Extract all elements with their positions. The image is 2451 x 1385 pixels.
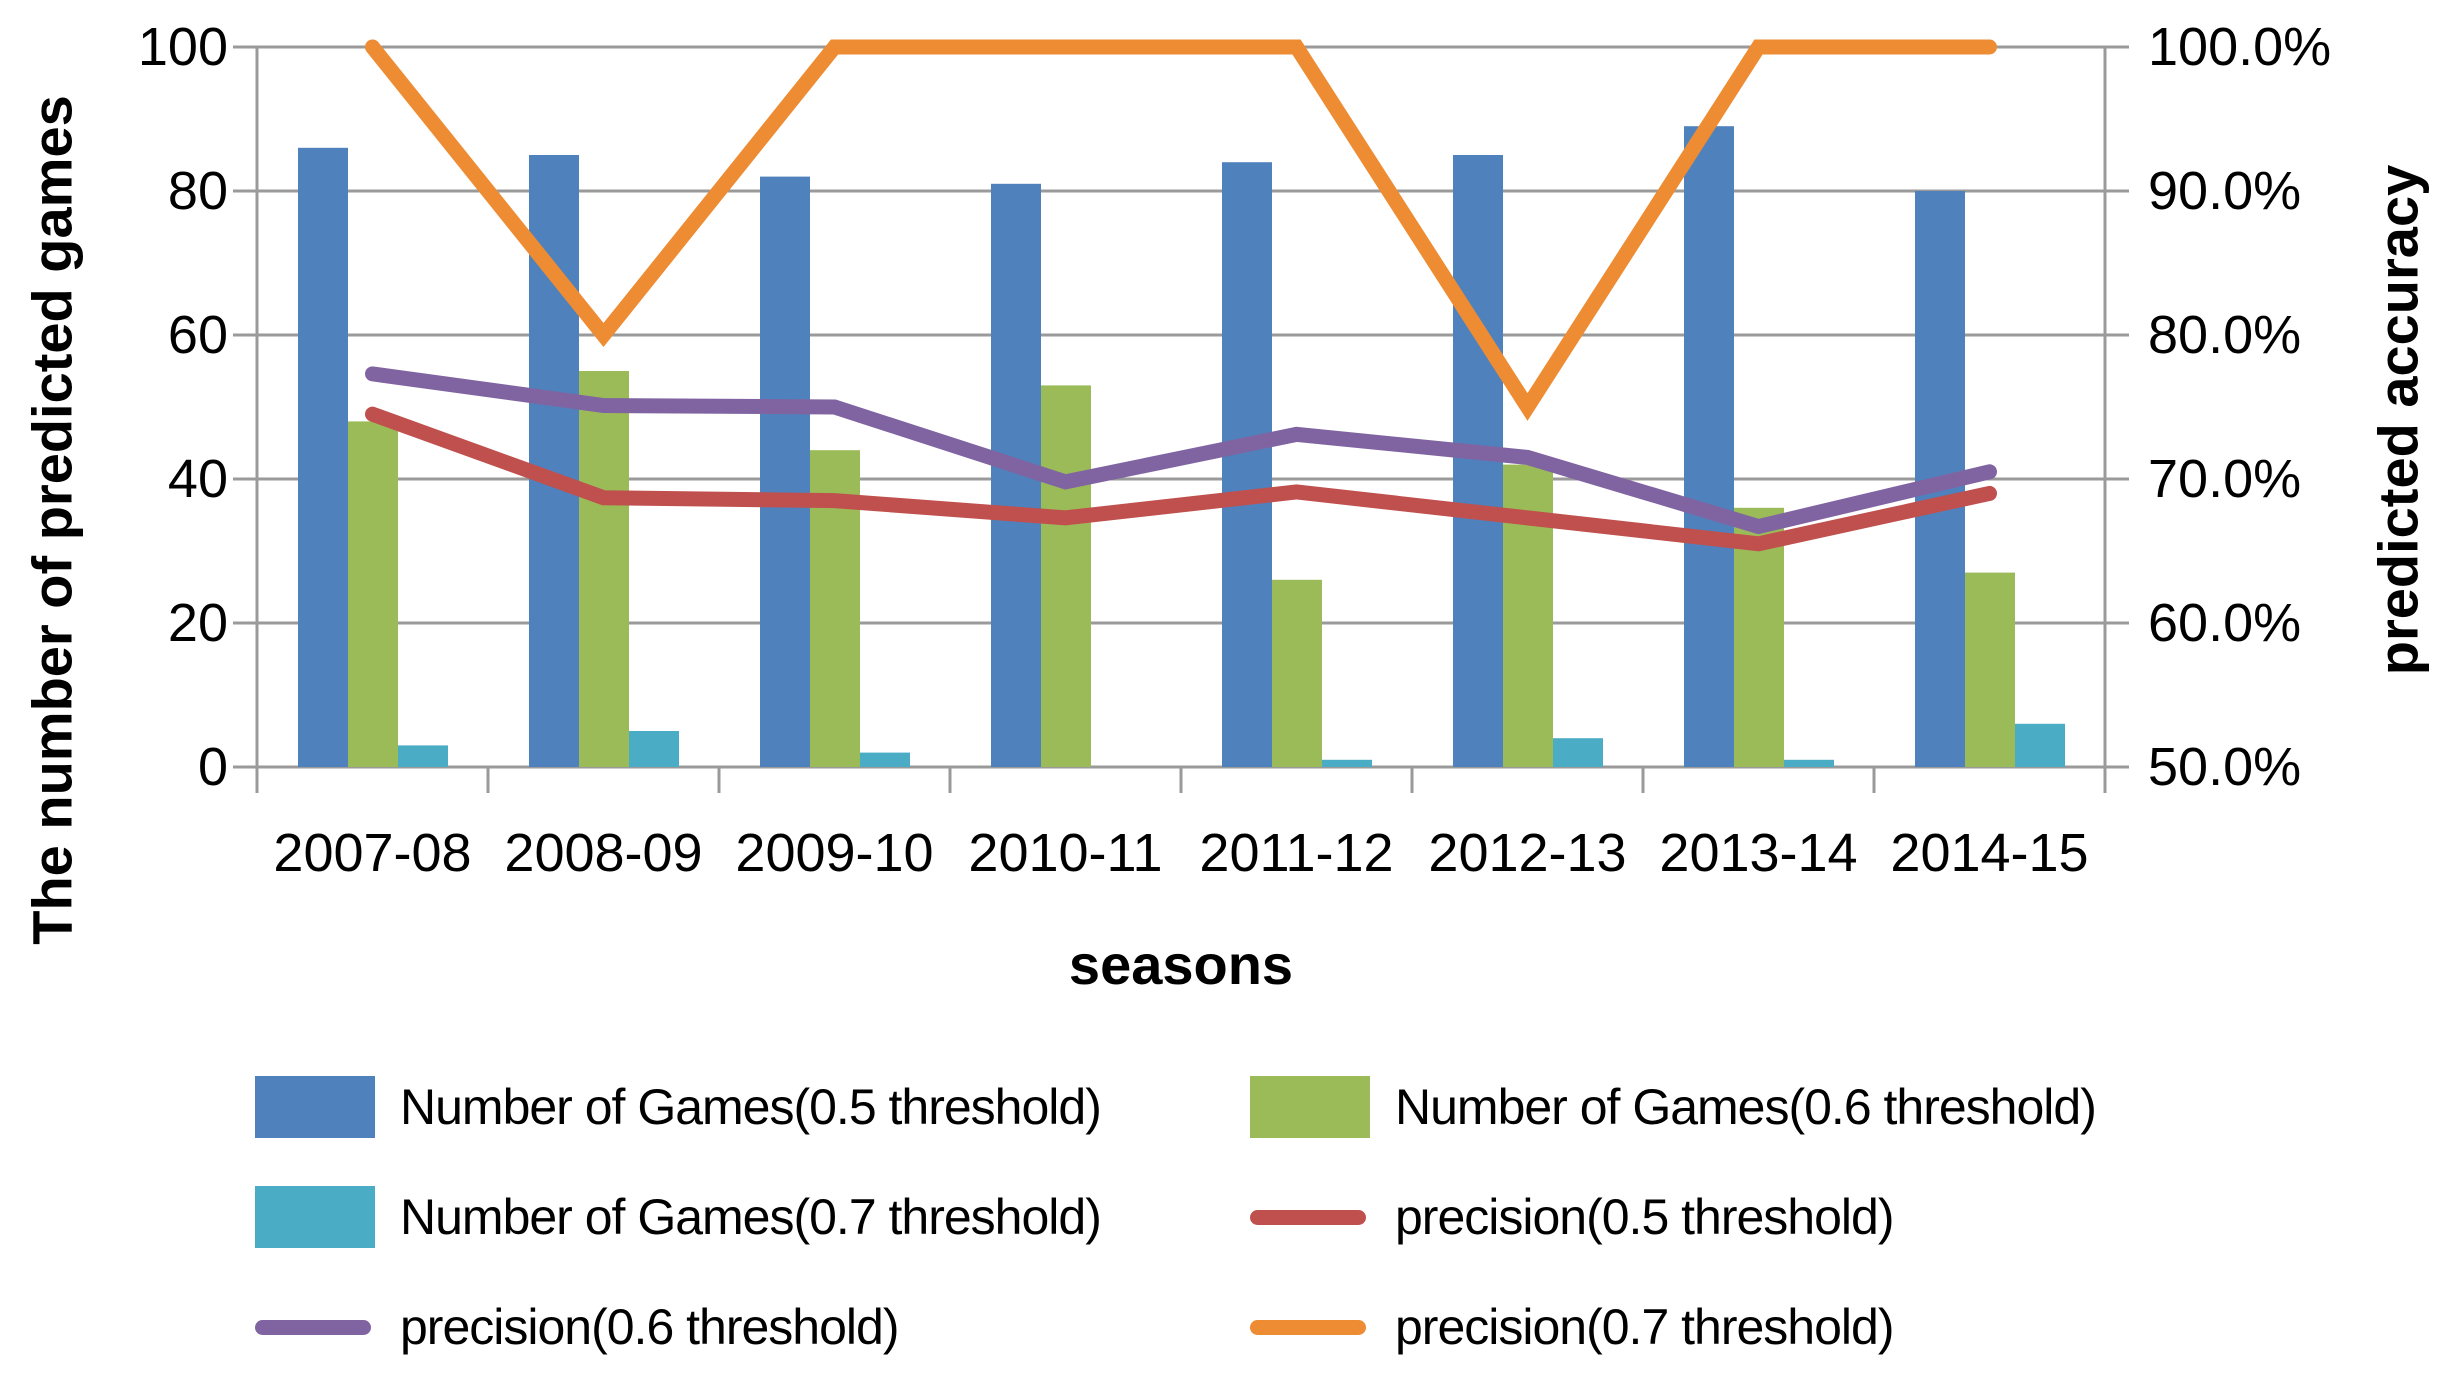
right-tick-label: 100.0%: [2148, 17, 2332, 77]
bar-bar_teal: [629, 731, 679, 767]
line-line_red: [365, 406, 1997, 552]
left-tick-label: 60: [167, 305, 228, 365]
left-tick-label: 80: [167, 161, 228, 221]
legend-label: Number of Games(0.7 threshold): [400, 1189, 1102, 1245]
legend-label: Number of Games(0.6 threshold): [1395, 1079, 2097, 1135]
swatch-color: [1250, 1209, 1366, 1225]
right-tick-label: 80.0%: [2148, 305, 2302, 365]
legend-item: precision(0.5 threshold): [1250, 1188, 2255, 1246]
bar-bar_green: [348, 421, 398, 767]
bar-bar_green: [1272, 579, 1322, 767]
legend-item: precision(0.6 threshold): [255, 1298, 1250, 1356]
chart-legend: Number of Games(0.5 threshold) Number of …: [255, 1052, 2255, 1382]
left-axis-title: The number of predicted games: [20, 95, 84, 945]
bar-bar_blue: [1684, 126, 1734, 767]
x-tick-label: 2014-15: [1890, 823, 2089, 883]
right-tick-label: 70.0%: [2148, 449, 2302, 509]
legend-line-swatch: [1250, 1209, 1395, 1225]
bar-bar_blue: [298, 147, 348, 768]
legend-bar-swatch: [1250, 1076, 1395, 1138]
legend-line-swatch: [255, 1319, 400, 1335]
legend-label: Number of Games(0.5 threshold): [400, 1079, 1102, 1135]
x-tick-label: 2008-09: [504, 823, 703, 883]
left-tick-label: 0: [197, 737, 228, 797]
legend-bar-swatch: [255, 1076, 400, 1138]
swatch-color: [1250, 1319, 1366, 1335]
right-axis-title: predicted accuracy: [2366, 164, 2430, 676]
swatch-color: [255, 1076, 375, 1138]
legend-label: precision(0.7 threshold): [1395, 1299, 1894, 1355]
left-tick-label: 20: [167, 593, 228, 653]
swatch-color: [255, 1319, 371, 1335]
legend-item: Number of Games(0.5 threshold): [255, 1076, 1250, 1138]
swatch-color: [255, 1186, 375, 1248]
bar-bar_green: [579, 371, 629, 767]
x-tick-label: 2011-12: [1199, 823, 1394, 883]
legend-label: precision(0.6 threshold): [400, 1299, 899, 1355]
bar-bar_teal: [1322, 759, 1372, 767]
right-tick-label: 50.0%: [2148, 737, 2302, 797]
line-line_orange: [365, 39, 1997, 421]
left-tick-label: 40: [167, 449, 228, 509]
legend-bar-swatch: [255, 1186, 400, 1248]
x-tick-label: 2007-08: [273, 823, 472, 883]
x-axis-title: seasons: [1068, 933, 1294, 996]
bar-bar_teal: [1784, 759, 1834, 767]
legend-item: Number of Games(0.6 threshold): [1250, 1076, 2255, 1138]
legend-item: precision(0.7 threshold): [1250, 1298, 2255, 1356]
bar-bar_teal: [1553, 738, 1603, 767]
legend-line-swatch: [1250, 1319, 1395, 1335]
right-tick-label: 90.0%: [2148, 161, 2302, 221]
bar-bar_teal: [398, 745, 448, 767]
bar-bar_blue: [760, 176, 810, 768]
line-line_purple: [365, 366, 1997, 535]
bar-bar_green: [1965, 572, 2015, 767]
legend-label: precision(0.5 threshold): [1395, 1189, 1894, 1245]
x-tick-label: 2012-13: [1428, 823, 1627, 883]
x-tick-label: 2009-10: [735, 823, 934, 883]
legend-item: Number of Games(0.7 threshold): [255, 1186, 1250, 1248]
left-tick-label: 100: [137, 17, 228, 77]
bar-bar_teal: [2015, 723, 2065, 767]
bar-bar_green: [1041, 385, 1091, 767]
swatch-color: [1250, 1076, 1370, 1138]
bar-bar_teal: [860, 752, 910, 767]
x-tick-label: 2010-11: [968, 823, 1163, 883]
x-tick-label: 2013-14: [1659, 823, 1858, 883]
right-tick-label: 60.0%: [2148, 593, 2302, 653]
bar-bar_blue: [1222, 162, 1272, 767]
